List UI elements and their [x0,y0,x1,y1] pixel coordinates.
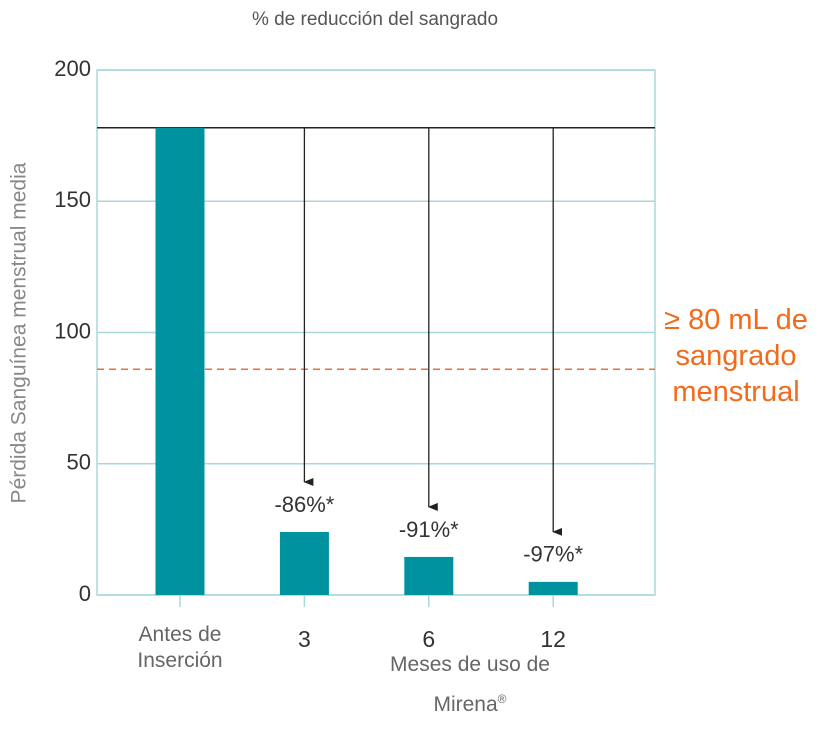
x-tick-label: Antes de Inserción [137,623,223,672]
x-tick-label: 3 [297,626,311,652]
y-tick-label: 200 [54,56,91,81]
y-tick-label: 100 [54,318,91,343]
bar [279,532,329,595]
reduction-label: -86%* [274,492,334,517]
y-tick-label: 50 [67,450,91,475]
reduction-label: -91%* [399,517,459,542]
y-tick-label: 0 [79,581,91,606]
y-axis-label: Pérdida Sanguínea menstrual media [8,162,31,503]
y-tick-label: 150 [54,187,91,212]
x-tick-label: 12 [540,626,566,652]
x-axis-label-text: Meses de uso de Mirena [390,653,550,716]
threshold-label: ≥ 80 mL de sangrado menstrual [664,304,808,408]
x-axis-label: Meses de uso de Mirena® [370,648,570,722]
bar [528,581,578,595]
x-tick-label: 6 [422,626,436,652]
bar [404,556,454,595]
bar [155,127,205,595]
chart-title: % de reducción del sangrado [252,9,498,30]
x-axis-label-mark: ® [497,692,507,706]
reduction-label: -97%* [523,542,583,567]
